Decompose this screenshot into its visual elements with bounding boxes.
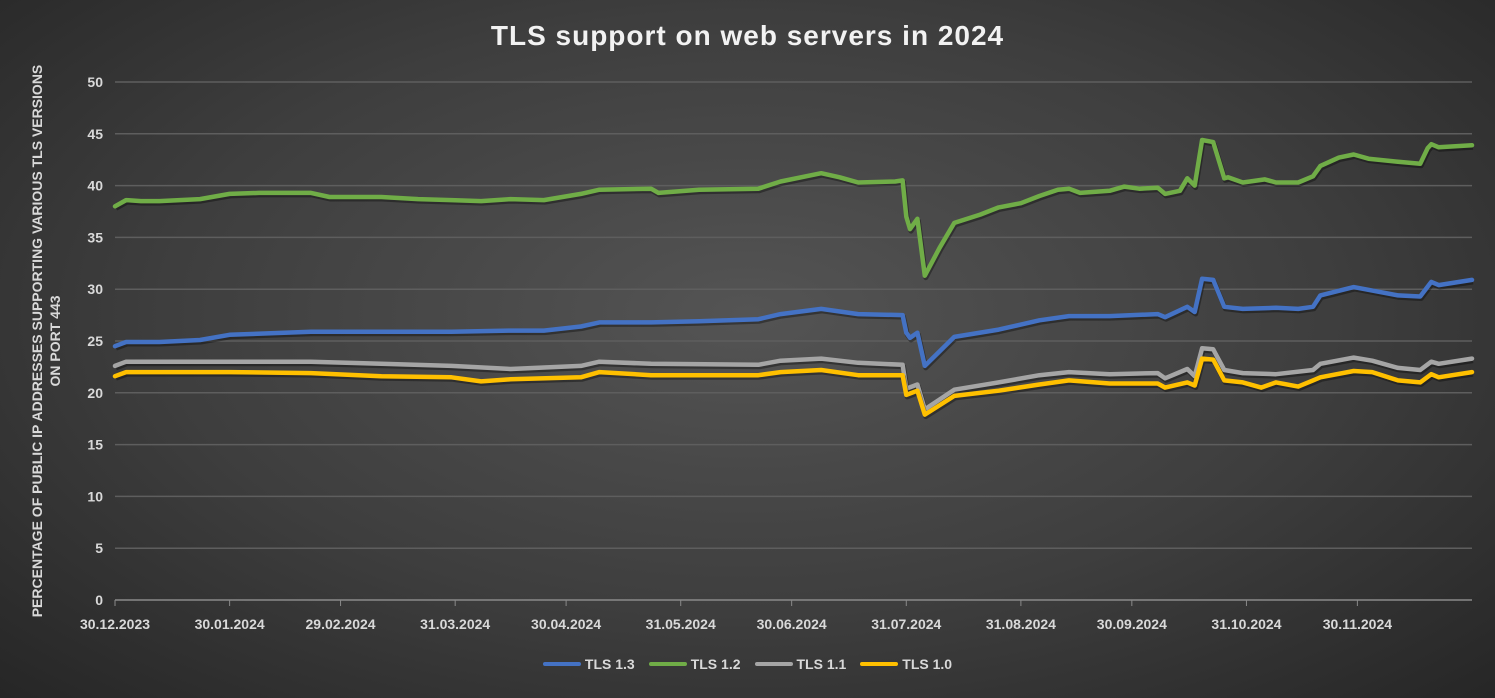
series-line-tls-1-0 [112, 356, 1475, 417]
y-tick-label: 0 [95, 592, 103, 608]
x-tick-label: 31.07.2024 [871, 616, 941, 632]
legend: TLS 1.3 TLS 1.2 TLS 1.1 TLS 1.0 [0, 656, 1495, 672]
series-shadow [114, 139, 1474, 281]
x-tick-label: 31.10.2024 [1211, 616, 1281, 632]
y-tick-label: 50 [87, 74, 103, 90]
legend-swatch [648, 662, 687, 666]
legend-item: TLS 1.1 [754, 656, 847, 672]
series-line-tls-1-2 [112, 137, 1475, 278]
y-tick-label: 10 [87, 488, 103, 504]
y-tick-label: 5 [95, 540, 103, 556]
y-tick-label: 15 [87, 437, 103, 453]
legend-item: TLS 1.3 [542, 656, 635, 672]
legend-swatch [542, 662, 581, 666]
series-shadow [115, 278, 1474, 371]
y-tick-label: 45 [87, 126, 103, 142]
x-tick-label: 30.06.2024 [757, 616, 827, 632]
x-tick-label: 30.11.2024 [1323, 616, 1393, 632]
series-line-tls-1-3 [112, 276, 1475, 369]
legend-swatch [754, 662, 793, 666]
chart-title: TLS support on web servers in 2024 [490, 20, 1005, 51]
y-tick-label: 35 [87, 229, 103, 245]
y-tick-label: 30 [87, 281, 103, 297]
legend-label: TLS 1.3 [584, 656, 635, 672]
series-line-tls-1-1 [112, 346, 1475, 412]
legend-item: TLS 1.0 [860, 656, 952, 672]
x-tick-label: 29.02.2024 [306, 616, 376, 632]
x-tick-label: 30.09.2024 [1097, 616, 1167, 632]
x-tick-label: 31.03.2024 [420, 616, 490, 632]
x-tick-label: 31.05.2024 [646, 616, 716, 632]
series-shadow [115, 358, 1474, 420]
y-tick-label: 20 [87, 385, 103, 401]
y-tick-label: 25 [87, 333, 103, 349]
legend-swatch [860, 662, 899, 666]
legend-item: TLS 1.2 [648, 656, 741, 672]
x-tick-label: 31.08.2024 [986, 616, 1056, 632]
y-tick-label: 40 [87, 178, 103, 194]
x-tick-label: 30.04.2024 [531, 616, 601, 632]
legend-label: TLS 1.2 [690, 656, 741, 672]
legend-label: TLS 1.1 [796, 656, 847, 672]
x-tick-label: 30.12.2023 [80, 616, 150, 632]
x-tick-label: 30.01.2024 [195, 616, 265, 632]
legend-label: TLS 1.0 [902, 656, 953, 672]
